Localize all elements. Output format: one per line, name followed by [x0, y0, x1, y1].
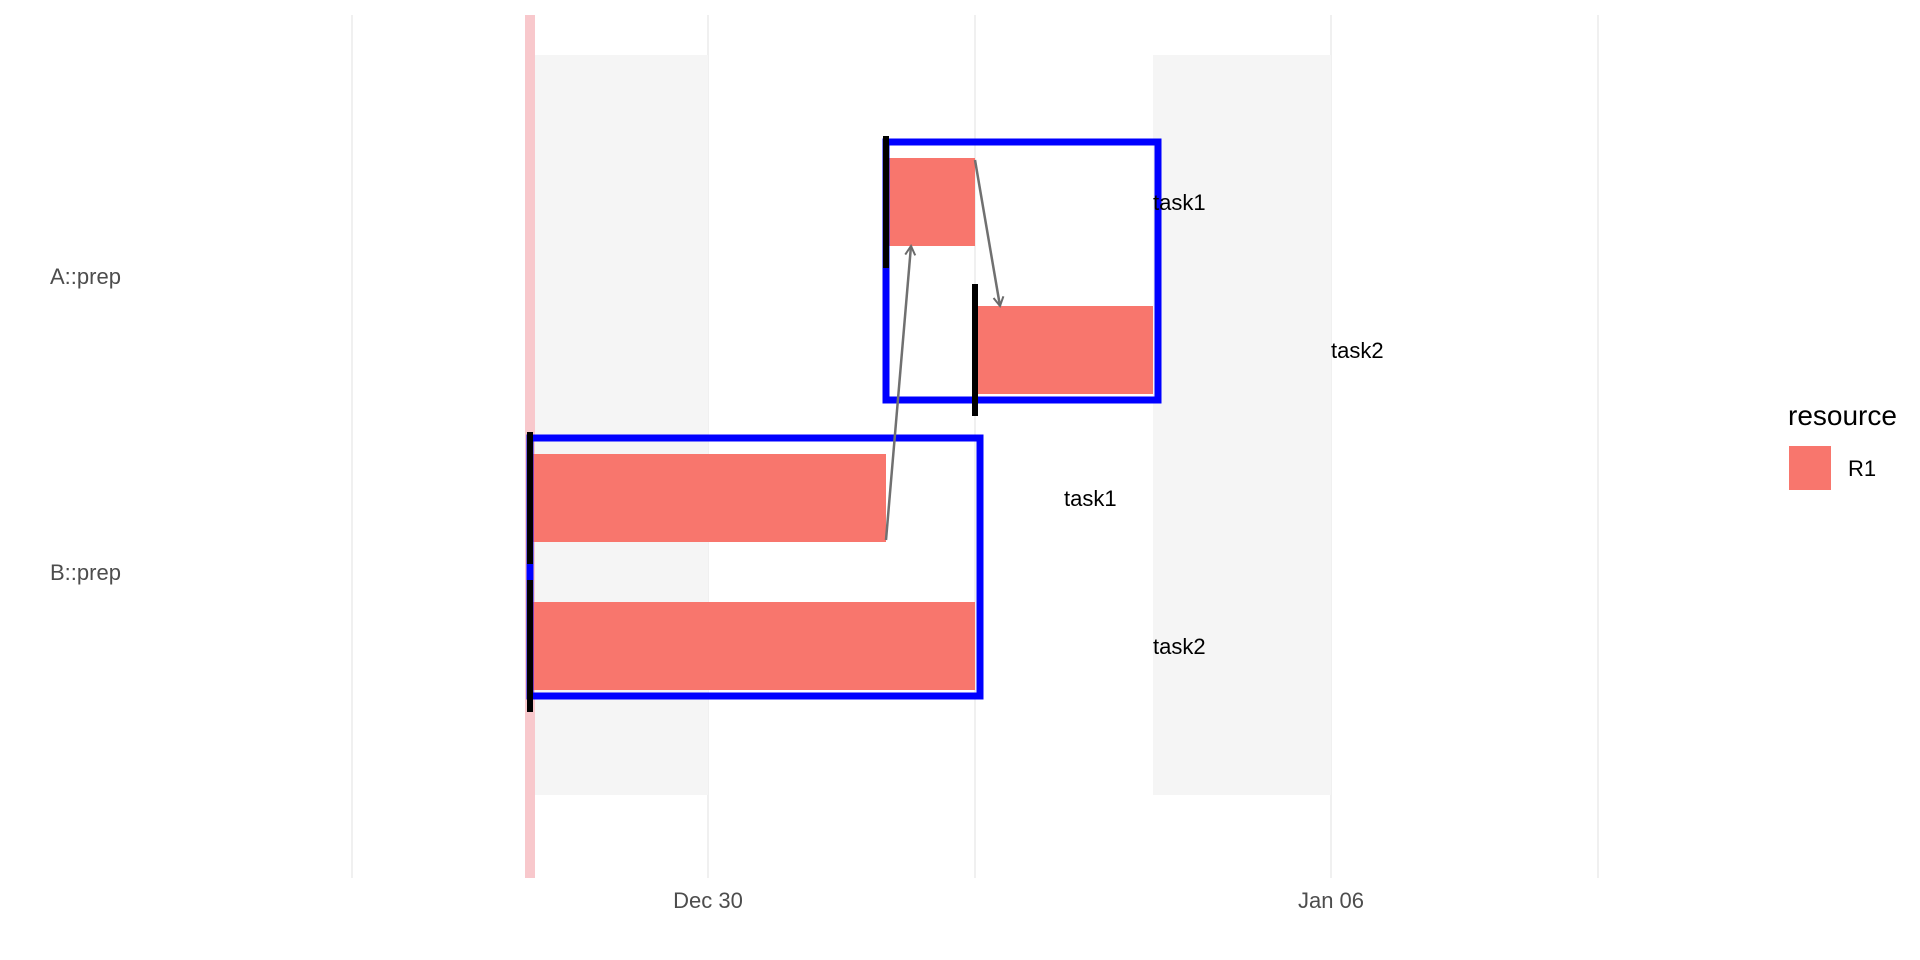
dependency-arrow: [884, 246, 911, 541]
task-bar: [530, 602, 975, 690]
task-bar: [530, 454, 886, 542]
x-tick-label: Dec 30: [673, 888, 743, 913]
legend-label: R1: [1848, 456, 1876, 481]
task-bar: [886, 158, 975, 246]
legend-key: [1789, 446, 1831, 490]
y-group-label: B::prep: [50, 560, 121, 585]
task-label: task1: [1153, 190, 1206, 215]
task-start-marker: [527, 432, 533, 564]
task-start-marker: [883, 136, 889, 268]
dependency-arrow: [973, 159, 1000, 306]
task-start-marker: [527, 580, 533, 712]
task-start-marker: [972, 284, 978, 416]
group-box: [882, 138, 1162, 404]
group-box: [526, 434, 984, 700]
legend-title: resource: [1788, 400, 1897, 431]
task-label: task1: [1064, 486, 1117, 511]
x-tick-label: Jan 06: [1298, 888, 1364, 913]
y-group-label: A::prep: [50, 264, 121, 289]
task-label: task2: [1331, 338, 1384, 363]
task-bar: [975, 306, 1153, 394]
task-label: task2: [1153, 634, 1206, 659]
non-working-shade: [1153, 55, 1331, 795]
